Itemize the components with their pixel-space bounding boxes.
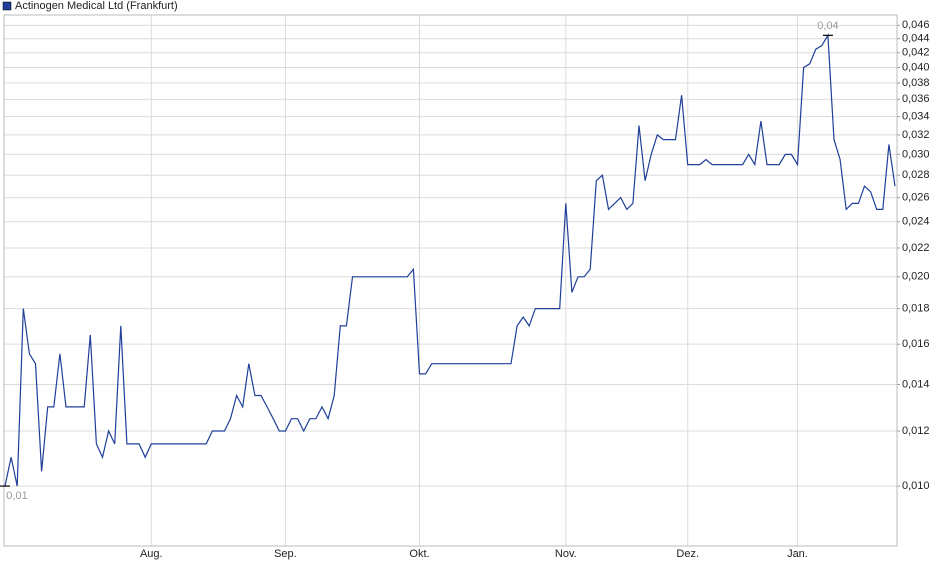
- y-tick-label: 0,042: [902, 47, 930, 59]
- y-tick-label: 0,040: [902, 61, 930, 73]
- y-tick-label: 0,038: [902, 77, 930, 89]
- legend-swatch: [2, 1, 12, 11]
- y-tick-label: 0,018: [902, 303, 930, 315]
- value-label: 0,01: [6, 490, 27, 502]
- y-tick-label: 0,022: [902, 242, 930, 254]
- x-tick-label: Nov.: [555, 548, 577, 560]
- y-tick-label: 0,012: [902, 425, 930, 437]
- x-tick-label: Aug.: [140, 548, 163, 560]
- y-tick-label: 0,028: [902, 169, 930, 181]
- y-tick-label: 0,044: [902, 33, 930, 45]
- plot-area: [3, 14, 898, 547]
- y-tick-label: 0,020: [902, 271, 930, 283]
- x-tick-label: Okt.: [409, 548, 429, 560]
- y-tick-label: 0,032: [902, 129, 930, 141]
- y-tick-label: 0,010: [902, 480, 930, 492]
- x-tick-label: Dez.: [676, 548, 699, 560]
- value-label: 0,04: [817, 20, 838, 32]
- legend-label: Actinogen Medical Ltd (Frankfurt): [15, 0, 178, 12]
- y-tick-label: 0,036: [902, 93, 930, 105]
- x-tick-label: Jan.: [787, 548, 808, 560]
- y-tick-label: 0,024: [902, 216, 930, 228]
- y-tick-label: 0,034: [902, 110, 930, 122]
- y-tick-label: 0,046: [902, 19, 930, 31]
- y-tick-label: 0,030: [902, 148, 930, 160]
- price-line: [4, 33, 896, 487]
- y-tick-label: 0,026: [902, 191, 930, 203]
- y-tick-label: 0,016: [902, 338, 930, 350]
- y-tick-label: 0,014: [902, 378, 930, 390]
- x-tick-label: Sep.: [274, 548, 297, 560]
